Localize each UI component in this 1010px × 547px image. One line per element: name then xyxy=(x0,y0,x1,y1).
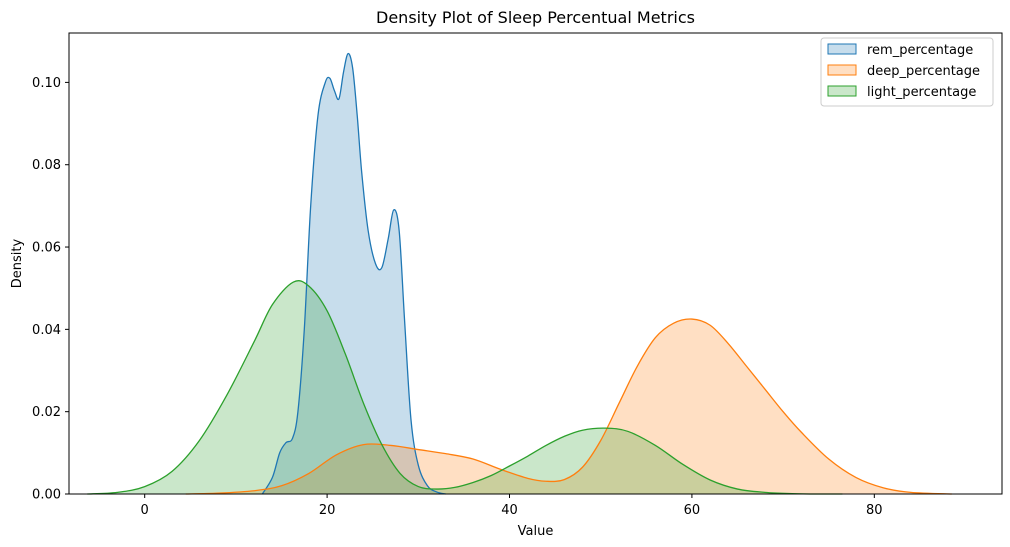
y-tick-label: 0.08 xyxy=(32,158,61,173)
plot-frame xyxy=(68,32,1003,495)
x-tick-label: 0 xyxy=(141,503,149,518)
x-axis: 0 20 40 60 80 xyxy=(141,494,883,518)
legend-frame xyxy=(820,37,994,107)
density-lines xyxy=(87,52,952,495)
y-tick-label: 0.00 xyxy=(32,488,61,503)
x-tick-label: 40 xyxy=(501,503,518,518)
x-tick-label: 20 xyxy=(319,503,336,518)
density-fills xyxy=(87,53,952,494)
x-tick-label: 60 xyxy=(684,503,701,518)
legend-label-deep_percentage: deep_percentage xyxy=(867,64,980,79)
legend-swatch-light_percentage xyxy=(827,85,857,97)
legend-swatch-rem_percentage xyxy=(827,43,857,55)
legend-swatch-deep_percentage xyxy=(827,64,857,76)
legend-label-rem_percentage: rem_percentage xyxy=(867,43,973,58)
density-line-light_percentage xyxy=(87,280,843,495)
chart-title: Density Plot of Sleep Percentual Metrics xyxy=(376,8,695,27)
density-line-rem_percentage xyxy=(261,52,446,495)
density-line-deep_percentage xyxy=(185,318,952,495)
y-axis: 0.00 0.02 0.04 0.06 0.08 0.10 xyxy=(32,76,69,503)
x-tick-label: 80 xyxy=(866,503,883,518)
density-area-rem_percentage xyxy=(262,53,446,494)
y-tick-label: 0.06 xyxy=(32,241,61,256)
density-area-light_percentage xyxy=(87,280,843,494)
y-tick-label: 0.10 xyxy=(32,76,61,91)
y-axis-title: Density xyxy=(10,238,25,288)
legend: rem_percentage deep_percentage light_perce… xyxy=(820,37,994,107)
x-axis-title: Value xyxy=(518,524,554,539)
density-area-deep_percentage xyxy=(185,319,952,494)
y-tick-label: 0.02 xyxy=(32,405,61,420)
y-tick-label: 0.04 xyxy=(32,323,61,338)
legend-label-light_percentage: light_percentage xyxy=(867,85,976,100)
